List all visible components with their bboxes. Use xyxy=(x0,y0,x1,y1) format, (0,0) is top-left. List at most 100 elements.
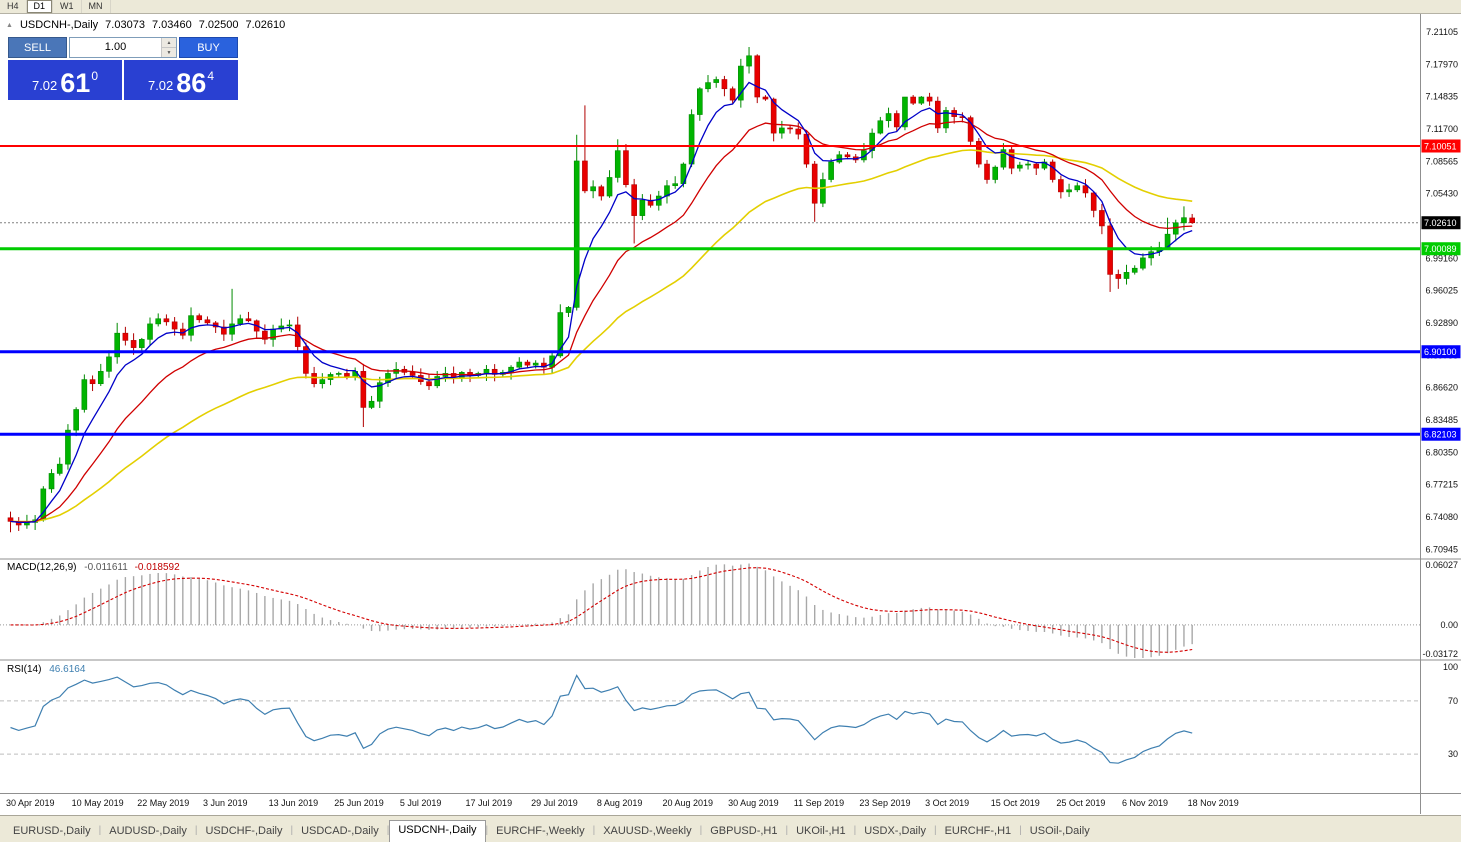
svg-text:13 Jun 2019: 13 Jun 2019 xyxy=(269,798,319,808)
svg-text:10 May 2019: 10 May 2019 xyxy=(72,798,124,808)
rsi-line xyxy=(10,674,1193,764)
sell-price-pip: 0 xyxy=(91,69,99,83)
svg-text:6.70945: 6.70945 xyxy=(1425,544,1458,554)
svg-text:7.02610: 7.02610 xyxy=(1424,218,1457,228)
volume-down-button[interactable]: ▼ xyxy=(162,48,176,57)
svg-text:6.96025: 6.96025 xyxy=(1425,286,1458,296)
svg-text:0.00: 0.00 xyxy=(1440,620,1458,630)
buy-button[interactable]: BUY xyxy=(179,37,238,58)
sell-price-main: 61 xyxy=(60,68,91,98)
ma-line-40 xyxy=(10,149,1193,523)
one-click-trading-panel: SELL 1.00 ▲ ▼ BUY 7.02 61 0 7.02 86 4 xyxy=(8,37,238,100)
svg-text:7.05430: 7.05430 xyxy=(1425,189,1458,199)
chart-tab-xauusd-weekly[interactable]: XAUUSD-,Weekly xyxy=(603,825,692,837)
chart-tab-usdcnh-daily[interactable]: USDCNH-,Daily xyxy=(389,820,486,842)
chart-tab-eurchf-h1[interactable]: EURCHF-,H1 xyxy=(944,825,1012,837)
svg-text:70: 70 xyxy=(1448,696,1458,706)
svg-text:18 Nov 2019: 18 Nov 2019 xyxy=(1188,798,1239,808)
svg-text:6.80350: 6.80350 xyxy=(1425,447,1458,457)
chart-tab-usoil-daily[interactable]: USOil-,Daily xyxy=(1029,825,1090,837)
sell-button[interactable]: SELL xyxy=(8,37,67,58)
svg-text:7.11700: 7.11700 xyxy=(1426,124,1458,134)
svg-text:7.00089: 7.00089 xyxy=(1424,244,1457,254)
macd-histogram xyxy=(18,563,1193,658)
tab-separator: | xyxy=(485,825,489,836)
svg-text:100: 100 xyxy=(1443,662,1458,672)
chart-icon: ▲ xyxy=(6,21,13,29)
svg-text:30 Apr 2019: 30 Apr 2019 xyxy=(6,798,55,808)
tab-separator: | xyxy=(1019,825,1022,836)
price-tag-7.02610: 7.02610 xyxy=(1421,216,1461,230)
svg-text:7.21105: 7.21105 xyxy=(1426,27,1458,37)
svg-text:30: 30 xyxy=(1448,749,1458,759)
buy-price-main: 86 xyxy=(176,68,207,98)
tab-separator: | xyxy=(98,825,102,836)
svg-text:29 Jul 2019: 29 Jul 2019 xyxy=(531,798,578,808)
svg-text:6.82103: 6.82103 xyxy=(1424,430,1457,440)
chart-title: ▲ USDCNH-,Daily 7.03073 7.03460 7.02500 … xyxy=(6,19,285,31)
svg-text:20 Aug 2019: 20 Aug 2019 xyxy=(662,798,713,808)
tab-separator: | xyxy=(592,825,596,836)
chart-tab-gbpusd-h1[interactable]: GBPUSD-,H1 xyxy=(710,825,778,837)
timeframe-button-h4[interactable]: H4 xyxy=(0,0,27,13)
svg-text:15 Oct 2019: 15 Oct 2019 xyxy=(991,798,1040,808)
timeframe-button-d1[interactable]: D1 xyxy=(26,0,54,13)
rsi-value: 46.6164 xyxy=(49,664,86,675)
sell-price-prefix: 7.02 xyxy=(31,78,58,93)
price-tag-6.82103: 6.82103 xyxy=(1421,427,1461,441)
macd-title: MACD(12,26,9) xyxy=(7,562,77,573)
tab-separator: | xyxy=(290,825,294,836)
svg-text:-0.03172: -0.03172 xyxy=(1422,649,1458,659)
chart-tab-eurchf-weekly[interactable]: EURCHF-,Weekly xyxy=(496,825,585,837)
svg-text:6.99160: 6.99160 xyxy=(1425,253,1458,263)
date-axis: 30 Apr 2019 10 May 2019 22 May 2019 3 Jun 2… xyxy=(6,798,1239,808)
chart-tab-audusd-daily[interactable]: AUDUSD-,Daily xyxy=(109,825,187,837)
ohlc-open: 7.03073 xyxy=(105,19,145,31)
buy-price-display[interactable]: 7.02 86 4 xyxy=(124,60,238,100)
rsi-label: RSI(14) 46.6164 xyxy=(7,664,85,675)
volume-up-button[interactable]: ▲ xyxy=(162,38,176,48)
volume-field: 1.00 ▲ ▼ xyxy=(69,37,177,58)
timeframe-toolbar: H4 D1 W1 MN xyxy=(0,0,1461,14)
chart-tab-usdchf-daily[interactable]: USDCHF-,Daily xyxy=(205,825,283,837)
svg-text:6.90100: 6.90100 xyxy=(1424,347,1457,357)
svg-text:11 Sep 2019: 11 Sep 2019 xyxy=(794,798,844,808)
svg-text:6.92890: 6.92890 xyxy=(1425,318,1458,328)
macd-signal-value: -0.018592 xyxy=(134,562,180,573)
price-tag-7.00089: 7.00089 xyxy=(1421,242,1461,256)
chart-symbol-label: USDCNH-,Daily xyxy=(19,19,99,31)
ma-line-16 xyxy=(10,120,1193,523)
timeframe-button-w1[interactable]: W1 xyxy=(53,0,82,13)
price-axis: 7.21105 7.17970 7.14835 7.11700 7.08565 7.054… xyxy=(1425,27,1458,554)
svg-text:6.74080: 6.74080 xyxy=(1425,512,1458,522)
macd-main-value: -0.011611 xyxy=(84,562,128,573)
chart-tab-usdcad-daily[interactable]: USDCAD-,Daily xyxy=(301,825,379,837)
svg-text:3 Oct 2019: 3 Oct 2019 xyxy=(925,798,969,808)
macd-axis: 0.06027 0.00 -0.03172 xyxy=(1422,560,1458,659)
chart-tab-ukoil-h1[interactable]: UKOil-,H1 xyxy=(796,825,846,837)
ma-line-6 xyxy=(10,81,1193,524)
svg-text:6.77215: 6.77215 xyxy=(1425,480,1458,490)
timeframe-button-mn[interactable]: MN xyxy=(82,0,111,13)
svg-text:30 Aug 2019: 30 Aug 2019 xyxy=(728,798,779,808)
chart-tab-usdx-daily[interactable]: USDX-,Daily xyxy=(864,825,926,837)
ohlc-high: 7.03460 xyxy=(151,19,192,31)
svg-text:6.83485: 6.83485 xyxy=(1425,415,1458,425)
macd-signal-line xyxy=(10,567,1193,653)
price-tag-6.90100: 6.90100 xyxy=(1421,345,1461,359)
chart-tab-eurusd-daily[interactable]: EURUSD-,Daily xyxy=(13,825,91,837)
sell-price-display[interactable]: 7.02 61 0 xyxy=(8,60,122,100)
svg-text:7.08565: 7.08565 xyxy=(1425,156,1458,166)
price-tag-7.10051: 7.10051 xyxy=(1421,139,1461,153)
ohlc-low: 7.02500 xyxy=(198,19,239,31)
chart-canvas[interactable]: 7.21105 7.17970 7.14835 7.11700 7.08565 7.054… xyxy=(0,14,1461,814)
tab-separator: | xyxy=(699,825,703,836)
svg-text:6.86620: 6.86620 xyxy=(1425,383,1458,393)
svg-text:6 Nov 2019: 6 Nov 2019 xyxy=(1122,798,1168,808)
volume-input[interactable]: 1.00 xyxy=(104,41,127,53)
buy-price-pip: 4 xyxy=(207,69,215,83)
candles xyxy=(7,47,1195,533)
rsi-title: RSI(14) xyxy=(7,664,42,675)
svg-text:25 Oct 2019: 25 Oct 2019 xyxy=(1056,798,1105,808)
